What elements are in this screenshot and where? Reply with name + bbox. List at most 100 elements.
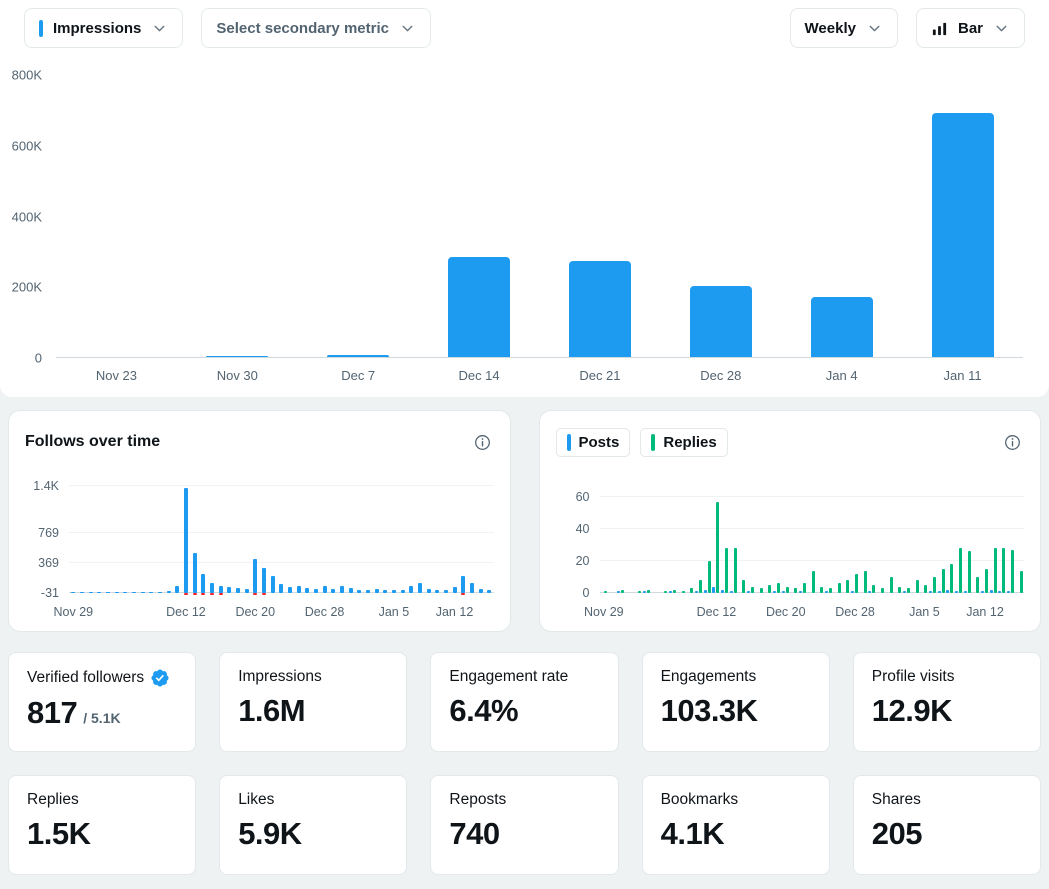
chart-bar[interactable] [946, 589, 950, 593]
chart-bar[interactable] [448, 256, 511, 357]
chart-bar[interactable] [603, 591, 607, 593]
chart-bar[interactable] [365, 590, 370, 593]
chart-bar[interactable] [140, 591, 145, 593]
chart-bar[interactable] [963, 591, 967, 593]
chart-bar[interactable] [703, 589, 707, 593]
chart-bar[interactable] [825, 591, 829, 593]
chart-bar[interactable] [227, 587, 232, 593]
chart-bar[interactable] [71, 591, 76, 593]
chart-bar[interactable] [950, 564, 954, 593]
legend-replies[interactable]: Replies [640, 427, 728, 457]
chart-bar[interactable] [621, 589, 625, 593]
chart-bar[interactable] [443, 590, 448, 593]
chart-bar[interactable] [810, 296, 873, 357]
chart-bar[interactable] [149, 591, 154, 593]
chart-bar[interactable] [955, 591, 959, 593]
chart-bar[interactable] [915, 580, 919, 593]
chart-bar[interactable] [374, 588, 379, 593]
info-icon[interactable] [471, 431, 494, 454]
chart-bar[interactable] [157, 591, 162, 593]
chart-bar[interactable] [889, 577, 893, 593]
chart-bar[interactable] [929, 591, 933, 593]
chart-bar[interactable] [733, 548, 737, 593]
chart-bar[interactable] [383, 590, 388, 593]
chart-bar[interactable] [690, 588, 694, 593]
chart-bar[interactable] [931, 112, 994, 357]
chart-bar[interactable] [339, 585, 344, 593]
chart-bar[interactable] [664, 591, 668, 593]
chart-bar[interactable] [391, 589, 396, 593]
info-icon[interactable] [1001, 431, 1024, 454]
chart-bar[interactable] [903, 591, 907, 593]
chart-bar[interactable] [837, 583, 841, 593]
chart-bar[interactable] [357, 589, 362, 593]
chart-bar[interactable] [409, 585, 414, 593]
chart-bar[interactable] [131, 591, 136, 593]
chart-bar[interactable] [461, 575, 466, 593]
chart-bar[interactable] [209, 593, 214, 595]
chart-bar[interactable] [183, 593, 188, 595]
chart-bar[interactable] [643, 591, 647, 593]
chart-bar[interactable] [270, 575, 275, 593]
legend-posts[interactable]: Posts [555, 427, 631, 457]
chart-bar[interactable] [487, 590, 492, 593]
chart-bar[interactable] [721, 589, 725, 593]
chart-bar[interactable] [855, 573, 859, 593]
chart-bar[interactable] [773, 591, 777, 593]
chart-bar[interactable] [742, 580, 746, 593]
chart-bar[interactable] [1019, 570, 1023, 593]
chart-bar[interactable] [851, 591, 855, 593]
chart-bar[interactable] [820, 586, 824, 593]
chart-bar[interactable] [924, 585, 928, 593]
chart-bar[interactable] [97, 591, 102, 593]
chart-bar[interactable] [673, 589, 677, 593]
chart-bar[interactable] [759, 588, 763, 593]
chart-bar[interactable] [348, 588, 353, 593]
chart-bar[interactable] [725, 548, 729, 593]
chart-bar[interactable] [846, 580, 850, 593]
chart-bar[interactable] [811, 570, 815, 593]
chart-bar[interactable] [261, 593, 266, 595]
chart-bar[interactable] [695, 591, 699, 593]
chart-bar[interactable] [183, 488, 188, 593]
chart-bar[interactable] [279, 584, 284, 593]
chart-bar[interactable] [981, 591, 984, 593]
chart-bar[interactable] [707, 561, 711, 593]
chart-bar[interactable] [976, 577, 980, 593]
chart-bar[interactable] [617, 591, 621, 593]
chart-type-dropdown[interactable]: Bar [915, 8, 1025, 48]
chart-bar[interactable] [803, 583, 807, 593]
chart-bar[interactable] [794, 588, 798, 593]
chart-bar[interactable] [729, 591, 733, 593]
chart-bar[interactable] [114, 591, 119, 593]
chart-bar[interactable] [305, 587, 310, 593]
chart-bar[interactable] [461, 593, 466, 595]
chart-bar[interactable] [868, 591, 872, 593]
chart-bar[interactable] [417, 582, 422, 593]
chart-bar[interactable] [881, 588, 885, 593]
primary-metric-dropdown[interactable]: Impressions [24, 8, 184, 48]
chart-bar[interactable] [699, 580, 703, 593]
chart-bar[interactable] [478, 588, 483, 593]
chart-bar[interactable] [201, 574, 206, 593]
chart-bar[interactable] [785, 586, 789, 593]
chart-bar[interactable] [88, 591, 93, 593]
chart-bar[interactable] [327, 354, 390, 357]
chart-bar[interactable] [747, 591, 751, 593]
chart-bar[interactable] [192, 593, 197, 596]
chart-bar[interactable] [261, 568, 266, 593]
chart-bar[interactable] [1007, 591, 1010, 593]
chart-bar[interactable] [941, 569, 945, 593]
chart-bar[interactable] [967, 551, 971, 593]
chart-bar[interactable] [426, 588, 431, 593]
chart-bar[interactable] [681, 591, 685, 593]
chart-bar[interactable] [829, 588, 833, 593]
chart-bar[interactable] [235, 587, 240, 593]
chart-bar[interactable] [313, 588, 318, 593]
chart-bar[interactable] [435, 589, 440, 593]
chart-bar[interactable] [201, 593, 206, 595]
chart-bar[interactable] [253, 558, 258, 593]
chart-bar[interactable] [1002, 548, 1006, 593]
chart-bar[interactable] [322, 586, 327, 593]
chart-bar[interactable] [400, 590, 405, 593]
